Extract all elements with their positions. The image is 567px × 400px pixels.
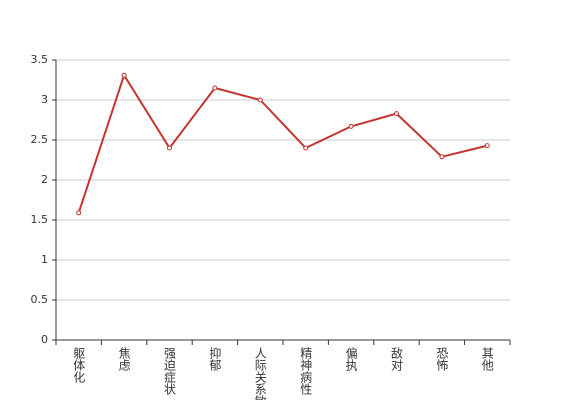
x-tick-label: 偏执 [344,346,358,372]
y-tick-label: 2 [41,173,48,186]
point [348,123,354,129]
y-tick-label: 2.5 [31,133,49,146]
point [257,97,263,103]
y-tick-label: 1.5 [31,213,49,226]
x-tick-label: 其他 [480,347,494,371]
y-tick-label: 3 [41,93,48,106]
y-tick-label: 0 [41,333,48,346]
point [167,145,172,151]
point [303,145,309,151]
point [394,111,399,117]
point [121,72,127,78]
point [439,154,445,160]
x-tick-label: 躯体化 [72,346,86,384]
x-tick-label: 人际关系敏感 [253,347,267,400]
point [484,143,490,149]
y-tick-label: 3.5 [31,53,49,66]
x-tick-label: 敌对 [390,346,404,371]
x-tick-label: 恐怖 [435,347,449,371]
point [212,85,218,91]
x-tick-label: 抑郁 [208,346,222,372]
x-tick-label: 强迫症状 [163,347,177,395]
y-tick-label: 1 [41,253,48,266]
x-tick-label: 焦虑 [117,347,131,371]
x-tick-label: 精神病性 [299,347,313,396]
line [77,74,488,214]
y-tick-label: 0.5 [31,293,49,306]
point [76,210,82,216]
